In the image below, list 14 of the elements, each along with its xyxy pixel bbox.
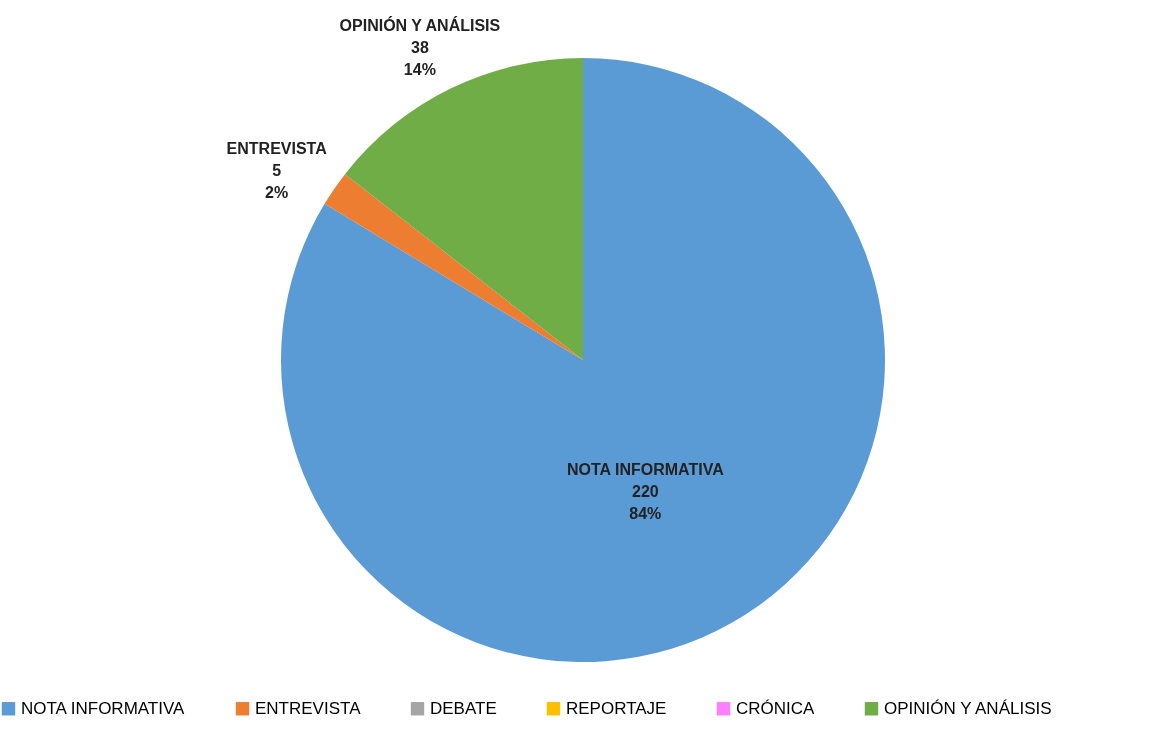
slice-label: NOTA INFORMATIVA: [566, 461, 725, 479]
legend-label: OPINIÓN Y ANÁLISIS: [884, 698, 1052, 718]
legend-label: REPORTAJE: [566, 698, 667, 718]
slice-label: ENTREVISTA: [226, 139, 328, 157]
legend-label: CRÓNICA: [736, 698, 816, 718]
data-label: 220 84%: [629, 483, 662, 523]
pie-slice: [324, 174, 583, 360]
slice-label: OPINIÓN Y ANÁLISIS: [339, 15, 501, 34]
legend-label: DEBATE: [430, 698, 497, 718]
data-label: 5 2%: [265, 161, 289, 201]
legend-label: ENTREVISTA: [255, 698, 362, 718]
pie-slice: [344, 58, 583, 360]
data-label: 38 14%: [403, 38, 436, 78]
legend-label: NOTA INFORMATIVA: [21, 698, 186, 718]
